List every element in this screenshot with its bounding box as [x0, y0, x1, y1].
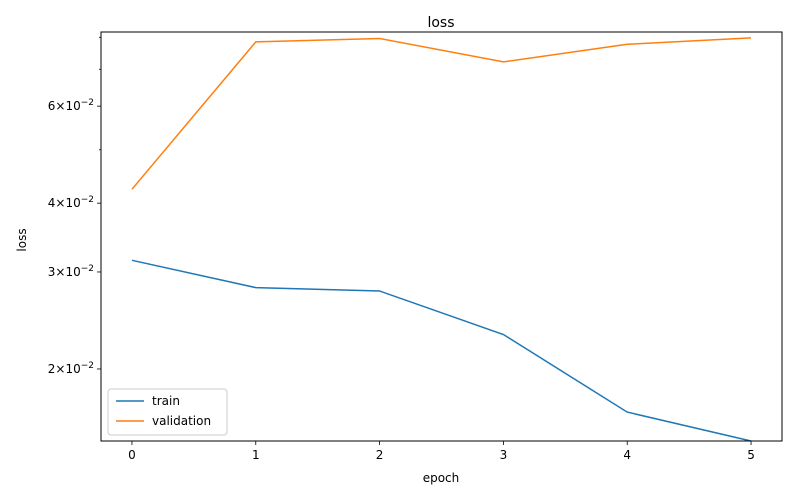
x-tick-label: 1 — [252, 448, 260, 462]
legend-label-validation: validation — [152, 414, 211, 428]
chart-title: loss — [427, 15, 454, 31]
series-line-train — [131, 259, 752, 442]
plot-frame — [100, 31, 783, 442]
y-tick-label: 6×10−2 — [48, 98, 94, 113]
plot-area: 0 1 2 3 4 5 2×10−2 3×10−2 4×10−2 6×10−2 — [48, 36, 755, 462]
x-tick-label: 4 — [623, 448, 631, 462]
series-line-validation — [131, 37, 752, 190]
y-axis-label: loss — [15, 228, 29, 251]
y-tick-label: 3×10−2 — [48, 264, 94, 279]
x-tick-label: 0 — [128, 448, 136, 462]
x-tick-label: 3 — [500, 448, 508, 462]
y-tick-label: 2×10−2 — [48, 361, 94, 376]
y-tick-label: 4×10−2 — [48, 195, 94, 210]
x-tick-label: 2 — [376, 448, 384, 462]
x-axis-label: epoch — [423, 471, 460, 485]
legend: train validation — [107, 388, 228, 436]
x-tick-label: 5 — [747, 448, 755, 462]
legend-label-train: train — [152, 394, 180, 408]
